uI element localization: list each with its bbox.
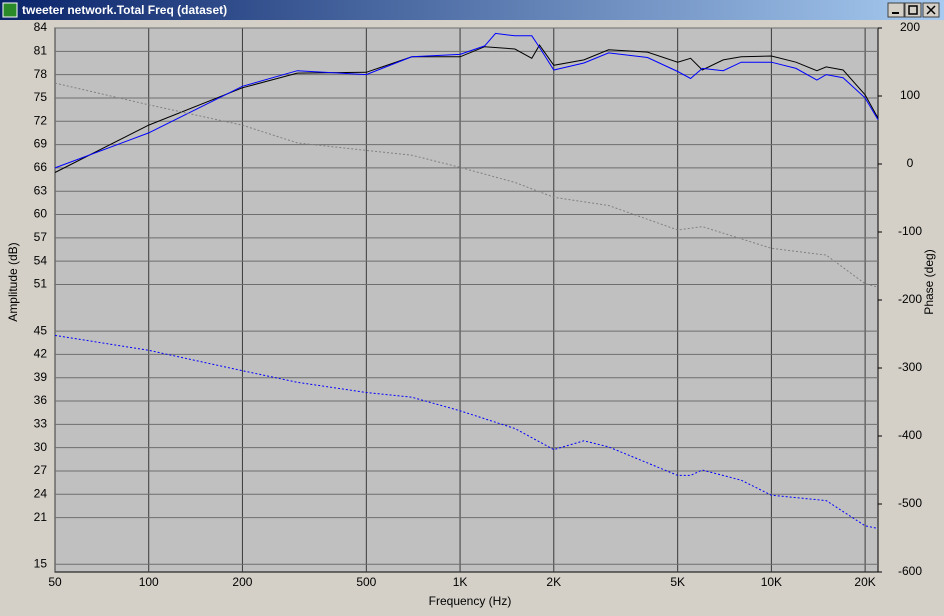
- window-buttons: [887, 2, 940, 18]
- y-tick-label: 36: [34, 393, 48, 407]
- x-tick-label: 10K: [761, 575, 782, 589]
- y-tick-label: 72: [34, 113, 48, 127]
- x-tick-label: 2K: [546, 575, 561, 589]
- y2-tick-label: 0: [907, 156, 914, 170]
- app-icon: [2, 2, 18, 18]
- y-tick-label: 69: [34, 137, 48, 151]
- y2-tick-label: -600: [898, 564, 922, 578]
- y-tick-label: 54: [34, 253, 48, 267]
- x-tick-label: 5K: [670, 575, 685, 589]
- x-tick-label: 1K: [453, 575, 468, 589]
- series-line: [54, 44, 879, 173]
- y-tick-label: 57: [34, 230, 48, 244]
- y2-tick-label: -500: [898, 496, 922, 510]
- y-tick-label: 33: [34, 417, 48, 431]
- y-tick-label: 21: [34, 510, 48, 524]
- series-line: [54, 32, 879, 169]
- y-tick-label: 63: [34, 183, 48, 197]
- y-tick-label: 39: [34, 370, 48, 384]
- window-title: tweeter network.Total Freq (dataset): [22, 3, 227, 17]
- y2-tick-label: 200: [900, 20, 920, 34]
- y-axis-label: Amplitude (dB): [6, 242, 20, 321]
- y-tick-label: 42: [34, 347, 48, 361]
- y2-tick-label: 100: [900, 88, 920, 102]
- x-tick-label: 500: [356, 575, 376, 589]
- y2-tick-label: -100: [898, 224, 922, 238]
- y-tick-label: 45: [34, 323, 48, 337]
- title-bar: [0, 0, 944, 20]
- y-tick-label: 27: [34, 463, 48, 477]
- maximize-button[interactable]: [904, 2, 922, 18]
- y2-axis-label: Phase (deg): [922, 249, 936, 314]
- x-tick-label: 20K: [854, 575, 875, 589]
- y-tick-label: 75: [34, 90, 48, 104]
- y2-tick-label: -200: [898, 292, 922, 306]
- y-tick-label: 51: [34, 277, 48, 291]
- close-icon: [926, 5, 936, 15]
- series-line: [54, 82, 879, 288]
- y-tick-label: 78: [34, 67, 48, 81]
- series-line: [54, 334, 879, 529]
- x-tick-label: 100: [139, 575, 159, 589]
- x-tick-label: 200: [232, 575, 252, 589]
- x-axis-label: Frequency (Hz): [429, 594, 512, 608]
- y-tick-label: 66: [34, 160, 48, 174]
- y2-tick-label: -400: [898, 428, 922, 442]
- minimize-button[interactable]: [887, 2, 905, 18]
- y-tick-label: 84: [34, 20, 48, 34]
- plot-area: [54, 27, 879, 573]
- y-tick-label: 15: [34, 556, 48, 570]
- y-tick-label: 30: [34, 440, 48, 454]
- y2-tick-label: -300: [898, 360, 922, 374]
- y-tick-label: 81: [34, 43, 48, 57]
- maximize-icon: [908, 5, 918, 15]
- y-tick-label: 24: [34, 486, 48, 500]
- y-tick-label: 60: [34, 207, 48, 221]
- x-tick-label: 50: [48, 575, 62, 589]
